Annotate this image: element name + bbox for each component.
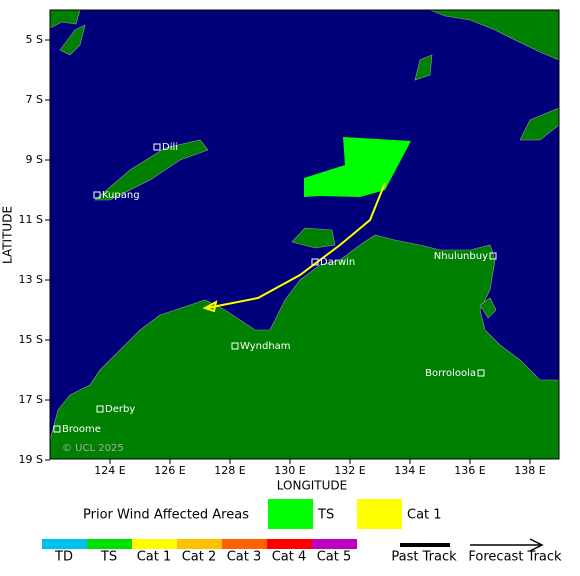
y-axis-title: LATITUDE xyxy=(1,206,15,264)
lon-label: 136 E xyxy=(454,464,485,477)
place-marker xyxy=(311,258,319,266)
intensity-scale: TD TS Cat 1 Cat 2 Cat 3 Cat 4 Cat 5 xyxy=(42,539,357,565)
place-label: Darwin xyxy=(320,257,355,268)
groote-eylandt xyxy=(479,297,497,319)
scale-swatch xyxy=(222,539,267,549)
tiwi-islands xyxy=(291,227,336,249)
copyright: © UCL 2025 xyxy=(62,443,124,454)
place-label: Wyndham xyxy=(240,341,291,352)
lat-label: 13 S xyxy=(19,273,43,286)
place-marker xyxy=(153,143,161,151)
lon-label: 130 E xyxy=(274,464,305,477)
lon-label: 128 E xyxy=(214,464,245,477)
scale-label: Cat 5 xyxy=(317,550,352,565)
lat-label: 7 S xyxy=(26,93,43,106)
scale-swatch xyxy=(312,539,357,549)
place-label: Derby xyxy=(105,404,135,415)
wind-swatch xyxy=(357,499,402,529)
lon-label: 138 E xyxy=(514,464,545,477)
lat-label: 19 S xyxy=(19,453,43,466)
scale-label: Cat 3 xyxy=(227,550,262,565)
place-marker xyxy=(477,369,485,377)
scale-swatch xyxy=(267,539,312,549)
scale-label: Cat 1 xyxy=(137,550,172,565)
track xyxy=(206,182,386,309)
place-label: Kupang xyxy=(102,190,140,201)
lat-label: 9 S xyxy=(26,153,43,166)
place-marker xyxy=(96,405,104,413)
place-label: Nhulunbuy xyxy=(434,251,488,262)
wind-legend-item: TS xyxy=(317,508,334,523)
lat-label: 5 S xyxy=(26,33,43,46)
wind-legend-title: Prior Wind Affected Areas xyxy=(83,508,249,523)
axes: 5 S 7 S 9 S 11 S 13 S 15 S 17 S 19 S 124 E 126 E 1… xyxy=(19,33,546,477)
map-frame xyxy=(49,9,560,460)
place-label: Broome xyxy=(62,424,101,435)
x-axis-title: LONGITUDE xyxy=(277,479,347,493)
track-arrow xyxy=(202,300,218,313)
place-label: Dili xyxy=(162,142,178,153)
scale-swatch xyxy=(42,539,87,549)
wind-legend-item: Cat 1 xyxy=(407,508,442,523)
lon-label: 132 E xyxy=(334,464,365,477)
scale-swatch xyxy=(132,539,177,549)
scale-swatch xyxy=(87,539,132,549)
island xyxy=(414,54,433,81)
scale-label: Cat 4 xyxy=(272,550,307,565)
lon-label: 134 E xyxy=(394,464,425,477)
lon-label: 124 E xyxy=(94,464,125,477)
forecast-track-arrow xyxy=(529,538,544,552)
lat-label: 17 S xyxy=(19,393,43,406)
place-marker xyxy=(93,191,101,199)
past-track-label: Past Track xyxy=(391,550,457,565)
timor xyxy=(94,139,209,201)
place-marker xyxy=(53,425,61,433)
scale-label: TS xyxy=(100,550,117,565)
place-label: Borroloola xyxy=(425,368,476,379)
place-marker xyxy=(231,342,239,350)
australia xyxy=(49,234,560,460)
scale-swatch xyxy=(177,539,222,549)
wind-area-ts xyxy=(304,137,411,197)
place-marker xyxy=(489,252,497,260)
lon-label: 126 E xyxy=(154,464,185,477)
wind-swatch xyxy=(268,499,313,529)
places: Dili Kupang Darwin Nhulunbuy Wyndham Borroloo… xyxy=(53,142,497,435)
island xyxy=(59,24,86,56)
lat-label: 11 S xyxy=(19,213,43,226)
scale-label: TD xyxy=(54,550,73,565)
forecast-track-label: Forecast Track xyxy=(468,550,562,565)
scale-label: Cat 2 xyxy=(182,550,217,565)
lat-label: 15 S xyxy=(19,333,43,346)
